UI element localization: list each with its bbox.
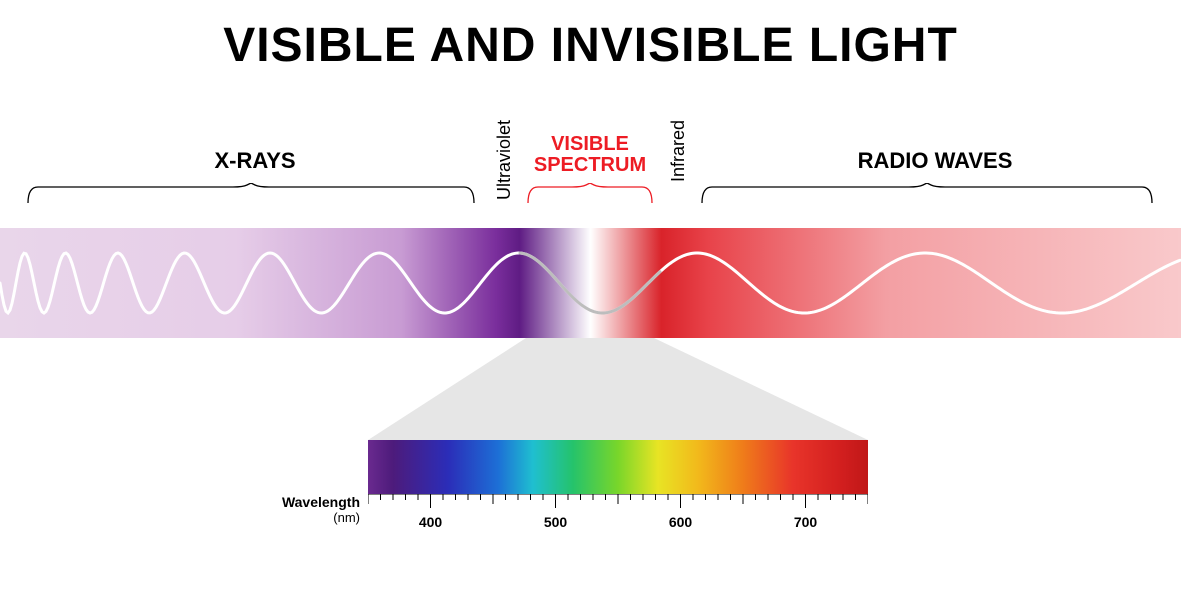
tick-label: 600 [669, 514, 692, 530]
ultraviolet-label: Ultraviolet [494, 120, 515, 200]
tick-label: 700 [794, 514, 817, 530]
tick-label: 500 [544, 514, 567, 530]
main-title: VISIBLE AND INVISIBLE LIGHT [0, 0, 1181, 73]
wavelength-text: Wavelength [270, 494, 360, 510]
region-labels-row: X-RAYS Ultraviolet VISIBLE SPECTRUM Infr… [0, 118, 1181, 218]
xrays-brace [26, 183, 476, 213]
infrared-label: Infrared [668, 120, 689, 182]
tick-label: 400 [419, 514, 442, 530]
visible-brace [526, 183, 654, 213]
visible-spectrum-bar [368, 440, 868, 494]
radio-label: RADIO WAVES [720, 148, 1150, 174]
xrays-label: X-RAYS [70, 148, 440, 174]
visible-label-line2: SPECTRUM [534, 154, 646, 176]
visible-spectrum-label: VISIBLE SPECTRUM [520, 134, 660, 176]
tick-labels-row: 400 500 600 700 [368, 514, 868, 534]
wavelength-unit: (nm) [270, 510, 360, 525]
wave-line [0, 228, 1181, 338]
radio-brace [700, 183, 1154, 213]
visible-label-line1: VISIBLE [551, 133, 629, 155]
